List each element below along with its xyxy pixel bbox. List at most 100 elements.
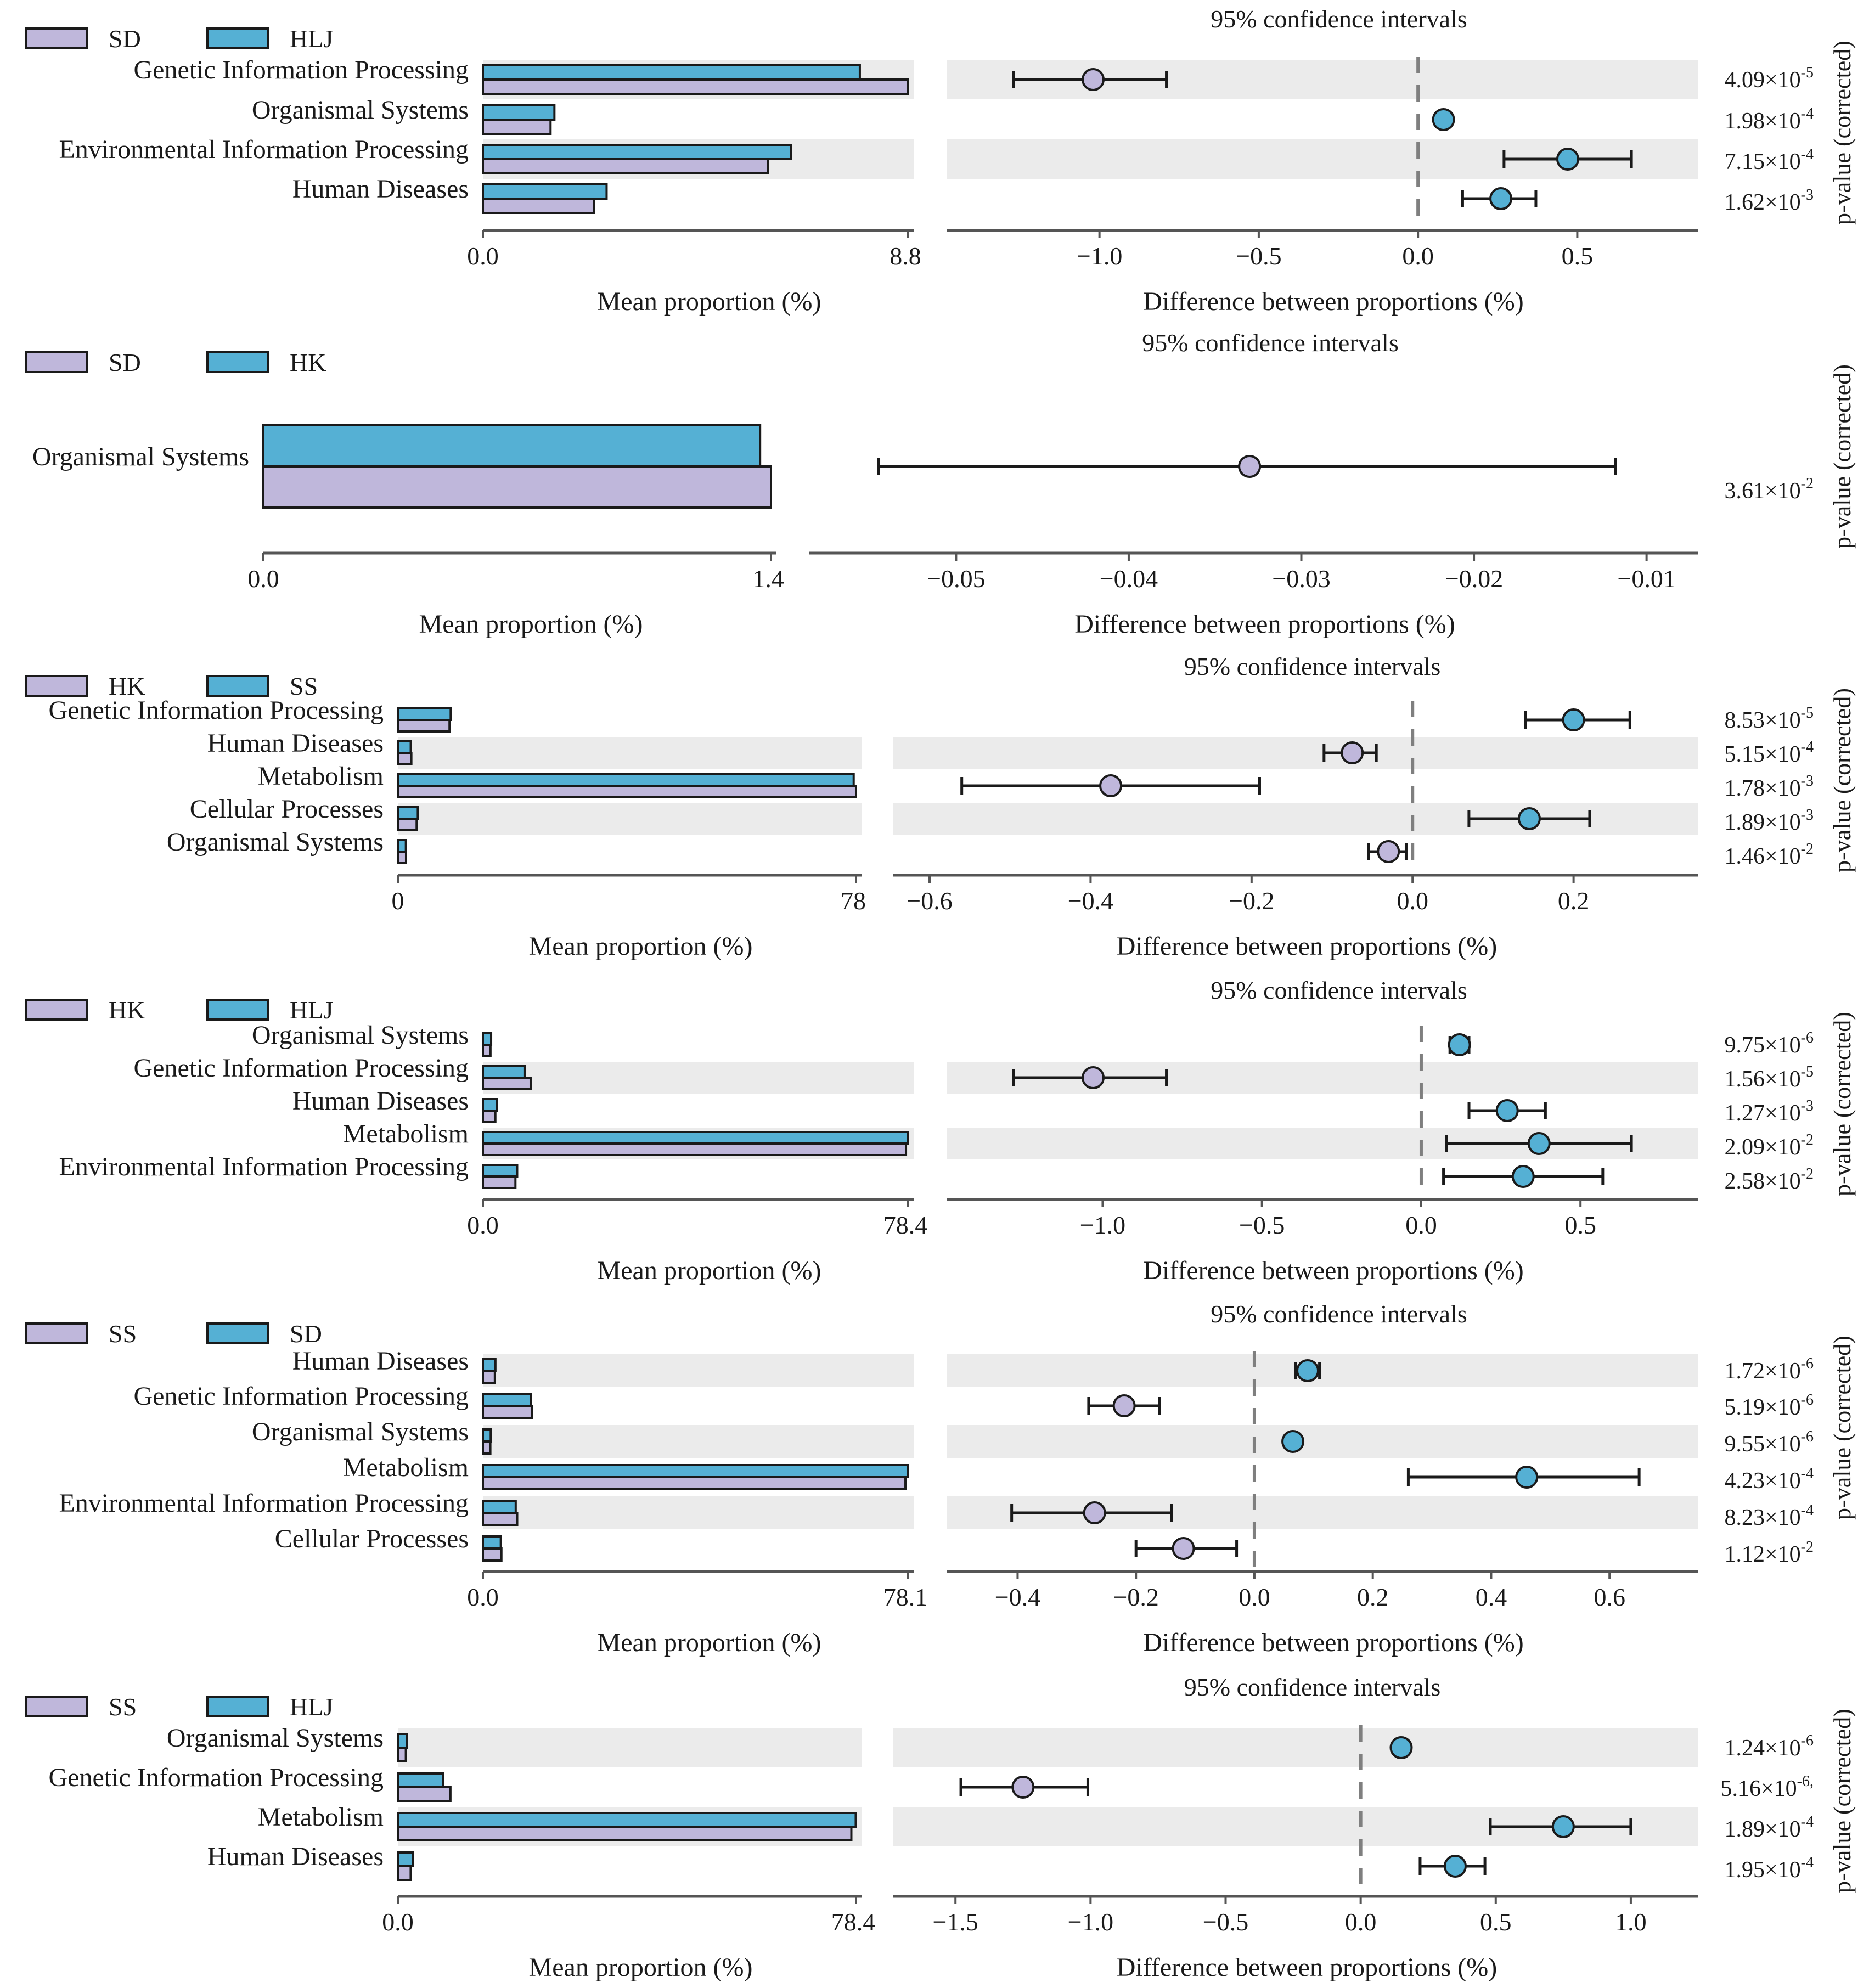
pvalue: 1.89×10-3 bbox=[1724, 807, 1814, 835]
mean-bar-SD bbox=[482, 158, 769, 174]
ci-point bbox=[1112, 1394, 1136, 1417]
pvalue-exponent: -2 bbox=[1801, 841, 1814, 858]
diff-tick-label: −1.0 bbox=[1068, 1908, 1113, 1936]
legend-swatch-1 bbox=[25, 999, 88, 1021]
mean-bar-SS bbox=[482, 1370, 496, 1384]
row-shade-diff bbox=[947, 1425, 1698, 1458]
row-shade-mean bbox=[398, 1728, 862, 1767]
mean-tick-label: 0.0 bbox=[467, 242, 499, 270]
mean-bar-SD bbox=[482, 1464, 909, 1478]
mean-bar-HK bbox=[482, 1175, 517, 1189]
mean-tick-label: 0.0 bbox=[467, 1211, 499, 1239]
category-label: Organismal Systems bbox=[167, 1724, 384, 1753]
mean-bar-SS bbox=[397, 806, 419, 820]
mean-axis-label: Mean proportion (%) bbox=[598, 1628, 821, 1657]
pvalue-mantissa: 8.23×10 bbox=[1724, 1505, 1800, 1530]
pvalue-mantissa: 1.27×10 bbox=[1724, 1101, 1800, 1126]
ci-point bbox=[1281, 1430, 1305, 1453]
mean-bar-HLJ bbox=[397, 1733, 408, 1749]
diff-tick-label: −1.0 bbox=[1077, 242, 1122, 270]
ci-title: 95% confidence intervals bbox=[1211, 1300, 1467, 1328]
category-label: Organismal Systems bbox=[252, 1417, 469, 1446]
pvalue-exponent: -3 bbox=[1801, 1097, 1814, 1114]
mean-bar-HK bbox=[397, 785, 857, 798]
legend-label-1: HK bbox=[109, 996, 145, 1024]
pvalue-exponent: -5 bbox=[1801, 705, 1814, 722]
pvalue-exponent: -2 bbox=[1801, 1131, 1814, 1148]
mean-axis-label: Mean proportion (%) bbox=[598, 287, 821, 316]
mean-bar-HK bbox=[262, 424, 762, 468]
pvalue: 1.24×10-6 bbox=[1724, 1732, 1814, 1761]
mean-axis-label: Mean proportion (%) bbox=[529, 932, 753, 961]
mean-bar-HK bbox=[397, 818, 418, 831]
pvalue-exponent: -6 bbox=[1801, 1392, 1814, 1409]
pvalue-mantissa: 1.72×10 bbox=[1724, 1359, 1800, 1384]
ci-point bbox=[1517, 807, 1541, 830]
pvalue: 4.09×10-5 bbox=[1724, 64, 1814, 93]
pvalue-mantissa: 9.75×10 bbox=[1724, 1033, 1800, 1058]
mean-bar-HK bbox=[482, 1044, 492, 1057]
pvalue: 5.19×10-6 bbox=[1724, 1392, 1814, 1420]
mean-bar-SD bbox=[482, 1358, 497, 1372]
mean-bar-SD bbox=[482, 1500, 517, 1514]
ci-title: 95% confidence intervals bbox=[1142, 329, 1398, 357]
diff-tick-label: −1.5 bbox=[932, 1908, 978, 1936]
pvalue: 1.46×10-2 bbox=[1724, 841, 1814, 869]
mean-tick-label: 78 bbox=[841, 887, 866, 915]
panel-6: SS HLJ 95% confidence intervals p-value (co… bbox=[25, 1673, 1856, 1982]
legend-label-1: SD bbox=[109, 348, 141, 376]
diff-tick-label: 0.4 bbox=[1476, 1583, 1507, 1611]
pvalue: 1.89×10-4 bbox=[1724, 1814, 1814, 1842]
category-label: Genetic Information Processing bbox=[49, 696, 384, 725]
pvalue-mantissa: 1.24×10 bbox=[1724, 1736, 1800, 1761]
legend-swatch-2 bbox=[206, 1322, 269, 1344]
mean-bar-HLJ bbox=[482, 64, 861, 81]
pvalue-mantissa: 1.89×10 bbox=[1724, 1817, 1800, 1842]
diff-tick-label: −0.01 bbox=[1617, 565, 1675, 593]
mean-bar-HLJ bbox=[397, 1851, 414, 1867]
pvalue-exponent: -2 bbox=[1801, 1539, 1814, 1556]
diff-tick-label: 0.0 bbox=[1402, 242, 1434, 270]
pvalue-exponent: -5 bbox=[1801, 64, 1814, 81]
legend-label-2: HLJ bbox=[290, 996, 333, 1024]
legend-label-2: HLJ bbox=[290, 1693, 333, 1721]
pvalue-mantissa: 5.15×10 bbox=[1724, 742, 1800, 767]
pvalue-mantissa: 1.62×10 bbox=[1724, 190, 1800, 215]
diff-tick-label: −0.5 bbox=[1203, 1908, 1248, 1936]
ci-point bbox=[1556, 148, 1579, 171]
mean-bar-SD bbox=[262, 465, 772, 509]
diff-tick-label: 0.0 bbox=[1239, 1583, 1270, 1611]
mean-bar-HLJ bbox=[482, 1164, 519, 1178]
pvalue-mantissa: 1.95×10 bbox=[1724, 1857, 1800, 1883]
pvalue-exponent: -5 bbox=[1801, 1063, 1814, 1080]
ci-point bbox=[1389, 1736, 1413, 1759]
mean-tick-label: 0.0 bbox=[247, 565, 279, 593]
pvalue: 5.16×10-6, bbox=[1720, 1773, 1814, 1801]
pvalue: 8.53×10-5 bbox=[1724, 705, 1814, 733]
pvalue-exponent: -4 bbox=[1801, 1465, 1814, 1482]
legend-swatch-2 bbox=[206, 1696, 269, 1717]
row-shade-mean bbox=[483, 1062, 914, 1094]
legend-swatch-1 bbox=[25, 351, 88, 373]
mean-bar-SS bbox=[397, 1786, 452, 1802]
row-shade-mean bbox=[398, 803, 862, 835]
diff-tick-label: −0.02 bbox=[1445, 565, 1503, 593]
ci-point bbox=[1377, 840, 1400, 863]
mean-bar-HK bbox=[482, 1110, 497, 1123]
diff-axis-label: Difference between proportions (%) bbox=[1143, 1628, 1524, 1657]
diff-axis-label: Difference between proportions (%) bbox=[1117, 932, 1498, 961]
pvalue: 2.09×10-2 bbox=[1724, 1131, 1814, 1160]
legend-swatch-1 bbox=[25, 1696, 88, 1717]
mean-bar-SS bbox=[397, 740, 412, 754]
category-label: Cellular Processes bbox=[190, 795, 384, 824]
ci-point bbox=[1448, 1033, 1471, 1056]
category-label: Organismal Systems bbox=[32, 442, 249, 471]
category-label: Human Diseases bbox=[207, 1842, 384, 1871]
legend-label-2: HK bbox=[290, 348, 326, 376]
pvalue-mantissa: 5.19×10 bbox=[1724, 1395, 1800, 1420]
category-label: Human Diseases bbox=[207, 729, 384, 758]
pvalue: 1.98×10-4 bbox=[1724, 105, 1814, 134]
pvalue-mantissa: 7.15×10 bbox=[1724, 149, 1800, 174]
pvalue-exponent: -3 bbox=[1801, 773, 1814, 790]
category-label: Human Diseases bbox=[292, 174, 469, 204]
